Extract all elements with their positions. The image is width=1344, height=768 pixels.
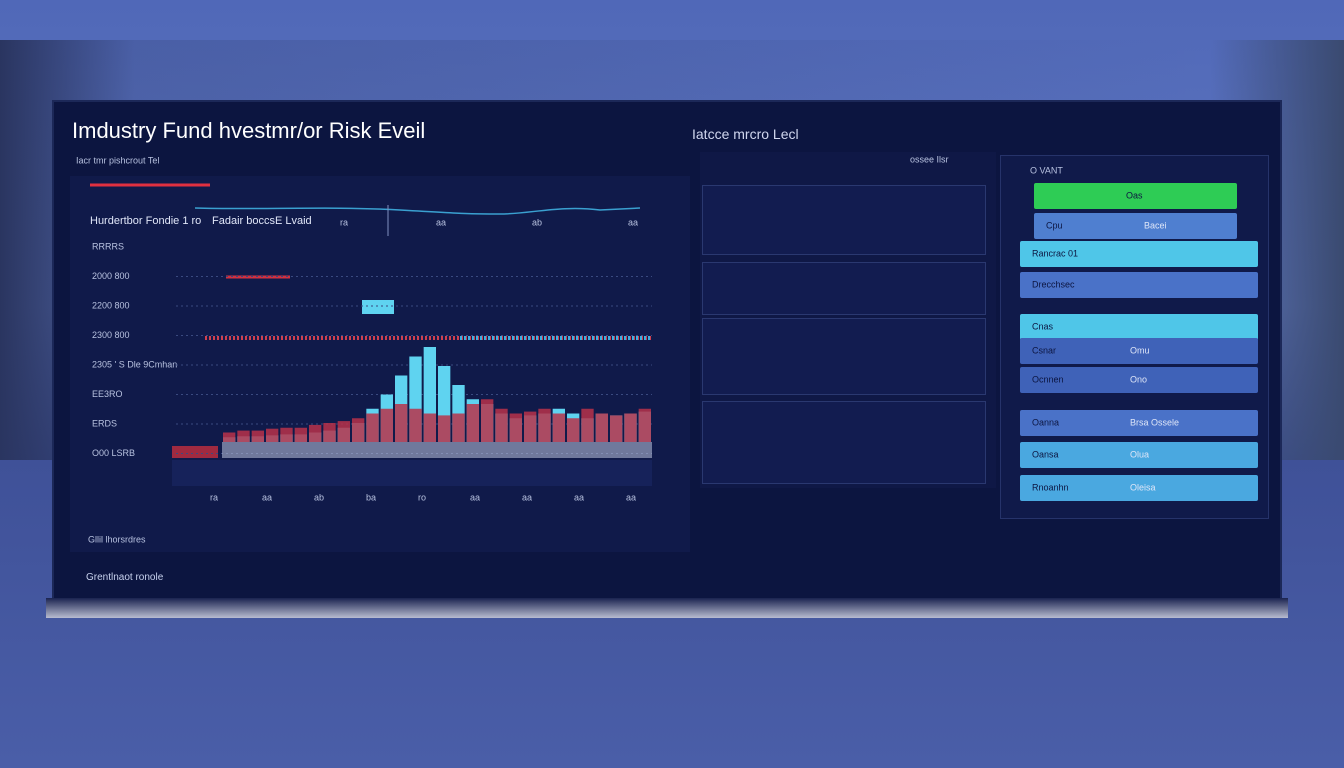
list-row	[1034, 213, 1237, 239]
bar	[323, 423, 336, 442]
row-label: Oanna	[1032, 417, 1059, 427]
row-value: Omu	[1130, 345, 1150, 355]
y-label: RRRRS	[92, 241, 124, 251]
card	[702, 401, 986, 484]
bar	[280, 427, 293, 442]
bar	[552, 413, 565, 442]
bar	[638, 408, 651, 442]
bar	[624, 413, 637, 442]
y-label: EE3RO	[92, 389, 123, 399]
bar	[223, 432, 236, 442]
list-row	[1020, 410, 1258, 436]
bar	[380, 408, 393, 442]
card	[702, 262, 986, 315]
list-row	[1020, 314, 1258, 340]
y-label: ERDS	[92, 418, 117, 428]
right-header: O VANT	[1030, 165, 1063, 175]
row-value: Brsa Ossele	[1130, 417, 1179, 427]
x-label: ba	[366, 492, 376, 502]
bar	[452, 413, 465, 442]
bar	[423, 413, 436, 442]
highlight-tag	[362, 300, 394, 314]
bar	[495, 408, 508, 442]
row-value: Bacei	[1144, 220, 1167, 230]
series-label: Fadair boccsE Lvaid	[212, 215, 312, 227]
card	[702, 185, 986, 255]
x-label: aa	[626, 492, 636, 502]
list-row	[1034, 183, 1237, 209]
plot-floor	[172, 460, 652, 486]
title: Imdustry Fund hvestmr/or Risk Eveil	[72, 118, 426, 143]
list-row	[1020, 367, 1258, 393]
row-value: Olua	[1130, 449, 1149, 459]
top-mark: aa	[436, 217, 446, 227]
x-label: ab	[314, 492, 324, 502]
x-label: aa	[574, 492, 584, 502]
list-row	[1020, 442, 1258, 468]
bar	[438, 415, 451, 442]
x-label: aa	[522, 492, 532, 502]
bar	[237, 430, 250, 442]
list-row	[1020, 241, 1258, 267]
row-label: Rancrac 01	[1032, 248, 1078, 258]
bar	[538, 408, 551, 442]
row-label: Csnar	[1032, 345, 1056, 355]
row-value: Oleisa	[1130, 482, 1156, 492]
top-mark: ab	[532, 217, 542, 227]
top-mark: ra	[340, 217, 348, 227]
footnote: Grentlnaot ronole	[86, 572, 164, 583]
bar-baseline	[222, 442, 652, 458]
row-label: Oansa	[1032, 449, 1059, 459]
bar	[251, 430, 264, 442]
bar	[366, 413, 379, 442]
y-label: O00 LSRB	[92, 448, 135, 458]
y-label: 2305 ' S Dle 9Cmhan	[92, 359, 177, 369]
bar	[610, 415, 623, 442]
row-label: Ocnnen	[1032, 374, 1064, 384]
bar	[337, 421, 350, 442]
list-row	[1020, 475, 1258, 501]
y-label: 2000 800	[92, 271, 130, 281]
trend-line	[194, 207, 641, 215]
row-label: Oas	[1126, 190, 1143, 200]
row-value: Ono	[1130, 374, 1147, 384]
list-row	[1020, 272, 1258, 298]
main-panel	[70, 176, 690, 552]
subtitle: Iatcce mrcro Lecl	[692, 126, 799, 142]
x-label: aa	[470, 492, 480, 502]
x-label: aa	[262, 492, 272, 502]
x-label: ra	[210, 492, 218, 502]
bar	[567, 418, 580, 442]
bar	[395, 404, 408, 442]
bar	[509, 413, 522, 442]
bar	[266, 428, 279, 442]
row-label: Drecchsec	[1032, 279, 1075, 289]
row-label: Rnoanhn	[1032, 482, 1069, 492]
panel-label: Iacr tmr pishcrout Tel	[76, 155, 159, 165]
y-label: 2300 800	[92, 330, 130, 340]
middle-header: ossee Ilsr	[910, 154, 949, 164]
bar	[481, 399, 494, 442]
bar	[309, 424, 322, 442]
label-box	[172, 446, 218, 458]
list-row	[1020, 338, 1258, 364]
top-mark: aa	[628, 217, 638, 227]
row-label: Cpu	[1046, 220, 1063, 230]
card	[702, 318, 986, 395]
bar	[595, 413, 608, 442]
x-label: ro	[418, 492, 426, 502]
bar	[409, 408, 422, 442]
legend-label: Hurdertbor Fondie 1 ro	[90, 215, 201, 227]
panel-footer: Gllil lhorsrdres	[88, 534, 146, 544]
bar	[581, 408, 594, 442]
row-label: Cnas	[1032, 321, 1054, 331]
bar	[352, 418, 365, 442]
bar	[294, 427, 307, 442]
bar	[524, 411, 537, 442]
monitor-bezel	[46, 598, 1288, 618]
bar	[466, 404, 479, 442]
y-label: 2200 800	[92, 300, 130, 310]
